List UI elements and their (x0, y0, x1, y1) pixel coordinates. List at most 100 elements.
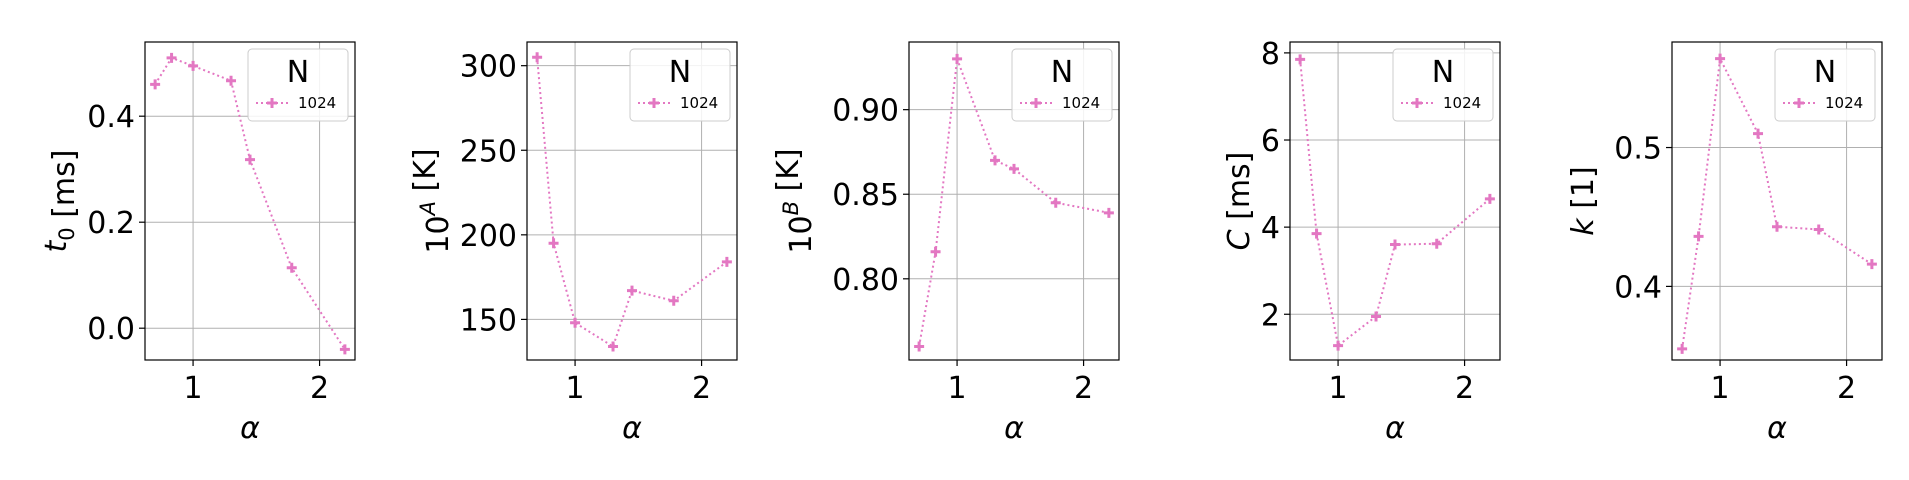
subplot-2: 1 2 150 200 250 300 α 10A [K] N 1024 (408, 41, 738, 446)
y-axis-label: C [ms] (1222, 152, 1257, 251)
y-tick-label: 0.5 (1614, 132, 1662, 167)
data-point (1371, 311, 1382, 322)
legend-marker (649, 98, 659, 108)
x-tick-label: 2 (1455, 371, 1474, 406)
data-point (286, 262, 297, 273)
data-point (1772, 221, 1782, 232)
data-point (1484, 193, 1495, 204)
y-tick-label: 6 (1261, 124, 1280, 159)
data-point (245, 154, 255, 165)
data-point (1813, 224, 1824, 235)
axes-frame (1671, 41, 1883, 361)
y-tick-label: 0.80 (832, 263, 899, 298)
y-tick-label: 0.2 (87, 206, 135, 241)
y-tick-label: 0.90 (832, 94, 899, 129)
data-point (1866, 259, 1877, 270)
legend-entry-label: 1024 (1062, 94, 1100, 112)
y-axis-label: t0 [ms] (39, 150, 82, 253)
y-axis-label: 10A [K] (408, 148, 456, 253)
data-point (188, 60, 199, 71)
legend-marker (267, 98, 277, 108)
data-point (1753, 128, 1764, 139)
x-axis-label: α (1385, 411, 1405, 446)
data-point (339, 344, 350, 355)
x-tick-label: 1 (1329, 371, 1348, 406)
data-point (570, 317, 581, 328)
legend-title: N (1432, 55, 1454, 90)
legend-marker (1031, 98, 1041, 108)
x-axis-label: α (240, 411, 260, 446)
axes-frame (144, 41, 356, 361)
data-point (1390, 239, 1400, 250)
y-tick-label: 0.85 (832, 178, 899, 213)
legend-title: N (287, 55, 309, 90)
x-axis-label: α (1767, 411, 1787, 446)
y-axis-label: k [1] (1566, 166, 1601, 235)
x-axis-label: α (1004, 411, 1024, 446)
y-tick-label: 250 (460, 134, 517, 169)
y-tick-label: 2 (1261, 298, 1280, 333)
data-point (914, 341, 925, 352)
legend-entry-label: 1024 (680, 94, 718, 112)
data-point (952, 53, 963, 64)
legend-title: N (669, 55, 691, 90)
data-point (1333, 340, 1344, 351)
axes-frame (908, 41, 1120, 361)
data-point (1693, 231, 1704, 242)
y-axis-label: 10B [K] (771, 148, 819, 253)
y-tick-label: 0.0 (87, 312, 135, 347)
data-point (668, 295, 679, 306)
data-point (166, 52, 177, 63)
data-point (1009, 163, 1019, 174)
subplot-1: 1 2 0.0 0.2 0.4 α t0 [ms] N 1024 (39, 41, 356, 446)
y-tick-label: 0.4 (87, 100, 135, 135)
legend-entry-label: 1024 (1443, 94, 1481, 112)
legend-entry-label: 1024 (298, 94, 336, 112)
data-point (990, 155, 1001, 166)
x-tick-label: 1 (566, 371, 585, 406)
data-point (1715, 53, 1726, 64)
data-point (930, 246, 941, 257)
data-point (1677, 343, 1688, 354)
legend-marker (1794, 98, 1804, 108)
legend: N 1024 (247, 48, 349, 122)
data-point (627, 285, 637, 296)
data-point (548, 238, 559, 249)
data-point (1103, 207, 1114, 218)
legend-title: N (1814, 55, 1836, 90)
legend-title: N (1051, 55, 1073, 90)
data-point (1311, 228, 1322, 239)
legend: N 1024 (629, 48, 731, 122)
y-tick-label: 150 (460, 303, 517, 338)
y-tick-label: 300 (460, 50, 517, 85)
data-point (1295, 54, 1306, 65)
axes-frame (1289, 41, 1501, 361)
legend: N 1024 (1392, 48, 1494, 122)
data-point (532, 52, 543, 63)
x-tick-label: 2 (1074, 371, 1093, 406)
data-point (1050, 197, 1061, 208)
data-point (1431, 238, 1442, 249)
x-tick-label: 1 (1711, 371, 1730, 406)
x-axis-label: α (622, 411, 642, 446)
axes-frame (526, 41, 738, 361)
x-tick-label: 1 (184, 371, 203, 406)
y-tick-label: 4 (1261, 211, 1280, 246)
x-tick-label: 2 (692, 371, 711, 406)
x-tick-label: 2 (310, 371, 329, 406)
data-point (226, 75, 237, 86)
legend-marker (1412, 98, 1422, 108)
subplot-5: 1 2 0.4 0.5 α k [1] N 1024 (1566, 41, 1883, 446)
legend: N 1024 (1774, 48, 1876, 122)
y-tick-label: 200 (460, 219, 517, 254)
data-point (150, 79, 161, 90)
x-tick-label: 1 (948, 371, 967, 406)
y-tick-label: 8 (1261, 37, 1280, 72)
subplot-4: 1 2 2 4 6 8 α C [ms] N 1024 (1222, 37, 1501, 446)
data-point (721, 256, 732, 267)
subplot-3: 1 2 0.80 0.85 0.90 α 10B [K] N 1024 (771, 41, 1120, 446)
y-tick-label: 0.4 (1614, 270, 1662, 305)
x-tick-label: 2 (1837, 371, 1856, 406)
legend: N 1024 (1011, 48, 1113, 122)
